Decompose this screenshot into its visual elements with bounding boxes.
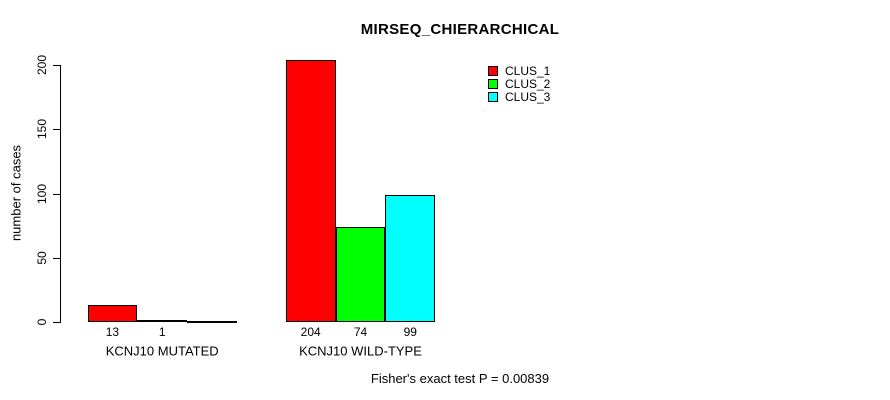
y-tick-label: 200 bbox=[35, 54, 49, 76]
legend-label: CLUS_1 bbox=[505, 64, 551, 78]
y-axis-title: number of cases bbox=[8, 144, 24, 242]
fisher-test-annotation: Fisher's exact test P = 0.00839 bbox=[370, 371, 550, 386]
bar-value-label: 204 bbox=[300, 325, 321, 339]
bar-clus_3-1 bbox=[187, 321, 237, 323]
y-tick-label: 100 bbox=[35, 183, 49, 204]
chart-title: MIRSEQ_CHIERARCHICAL bbox=[360, 21, 560, 38]
bar-clus_3-2 bbox=[385, 195, 436, 322]
bar-value-label: 13 bbox=[105, 325, 120, 339]
y-tick-label: 0 bbox=[35, 318, 49, 326]
y-tick-mark bbox=[53, 257, 60, 259]
y-tick-mark bbox=[53, 129, 60, 131]
bar-clus_2-2 bbox=[335, 227, 386, 322]
y-tick-label: 150 bbox=[35, 119, 49, 140]
y-tick-mark bbox=[53, 322, 60, 323]
bar-clus_1-2 bbox=[285, 60, 336, 322]
legend-label: CLUS_2 bbox=[505, 77, 551, 91]
bar-value-label: 74 bbox=[353, 325, 368, 339]
y-tick-label: 50 bbox=[35, 251, 49, 265]
category-label: KCNJ10 WILD-TYPE bbox=[299, 343, 422, 359]
y-tick-mark bbox=[53, 193, 60, 195]
bar-value-label: 99 bbox=[403, 325, 417, 339]
bar-clus_2-1 bbox=[137, 320, 188, 322]
y-tick-mark bbox=[53, 65, 60, 66]
bar-value-label: 1 bbox=[158, 325, 166, 339]
legend-swatch-icon bbox=[488, 92, 498, 102]
legend-swatch-icon bbox=[488, 66, 498, 76]
y-axis-line bbox=[60, 65, 61, 323]
bar-clus_1-1 bbox=[87, 305, 138, 322]
legend-swatch-icon bbox=[488, 79, 498, 89]
category-label: KCNJ10 MUTATED bbox=[105, 343, 219, 359]
legend-label: CLUS_3 bbox=[505, 90, 551, 104]
